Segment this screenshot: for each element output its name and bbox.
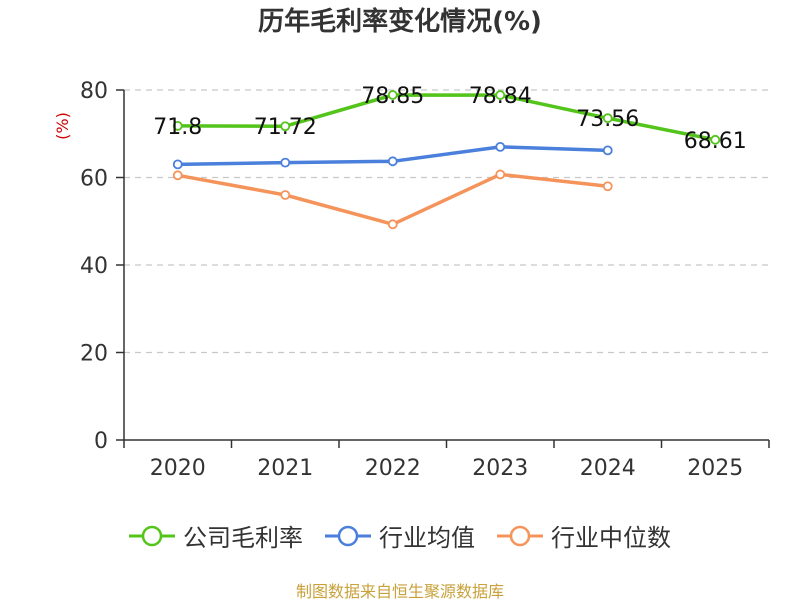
x-tick-label-2024: 2024 [580,456,636,481]
data-point-s0-2020 [172,120,183,131]
data-point-s1-2020 [172,159,183,170]
data-point-s2-2021 [280,190,291,200]
y-tick-label-80: 80 [80,79,108,104]
data-label-s0-2021: 71.72 [254,115,317,140]
legend-label-company: 公司毛利率 [183,524,303,552]
data-point-s0-2021 [280,121,291,132]
data-point-s2-2024 [602,181,613,192]
legend-label-industry-mean: 行业均值 [379,524,475,552]
data-label-s0-2024: 73.56 [576,107,639,132]
data-label-s0-2020: 71.8 [153,115,202,140]
data-point-s1-2023 [495,141,506,152]
data-point-s0-2024 [602,113,613,124]
data-point-s1-2024 [602,145,613,156]
y-tick-label-20: 20 [80,342,108,367]
chart-title: 历年毛利率变化情况(%) [258,7,542,37]
y-tick-label-60: 60 [80,167,108,192]
series-line-0 [176,93,718,142]
legend-label-industry-median: 行业中位数 [551,524,671,552]
y-axis-label: (%) [53,112,72,140]
data-point-s0-2025 [710,134,721,145]
legend-item-industry-median[interactable]: 行业中位数 [497,518,671,553]
data-label-s0-2022: 78.85 [361,84,424,109]
x-tick-label-2022: 2022 [365,456,421,481]
data-label-s0-2025: 68.61 [684,129,747,154]
data-label-s0-2023: 78.84 [469,84,532,109]
legend: 公司毛利率 行业均值 行业中位数 [0,518,800,553]
data-point-s1-2021 [280,157,291,168]
legend-item-industry-mean[interactable]: 行业均值 [325,518,475,553]
legend-marker-company [129,525,175,546]
legend-marker-industry-mean [325,525,371,546]
x-tick-label-2025: 2025 [687,456,743,481]
data-point-s2-2023 [495,169,506,180]
x-tick-label-2020: 2020 [150,456,206,481]
data-point-s2-2022 [387,219,398,230]
x-tick-label-2023: 2023 [472,456,528,481]
data-point-s2-2020 [172,170,183,181]
data-point-s0-2022 [387,90,398,100]
legend-item-company[interactable]: 公司毛利率 [129,518,303,553]
series-line-2 [176,172,610,227]
y-tick-label-40: 40 [80,254,108,279]
y-tick-label-0: 0 [94,429,108,454]
data-point-s0-2023 [495,90,506,100]
legend-marker-industry-median [497,525,543,546]
x-tick-label-2021: 2021 [257,456,313,481]
data-point-s1-2022 [387,156,398,167]
data-source-note: 制图数据来自恒生聚源数据库 [295,582,504,601]
